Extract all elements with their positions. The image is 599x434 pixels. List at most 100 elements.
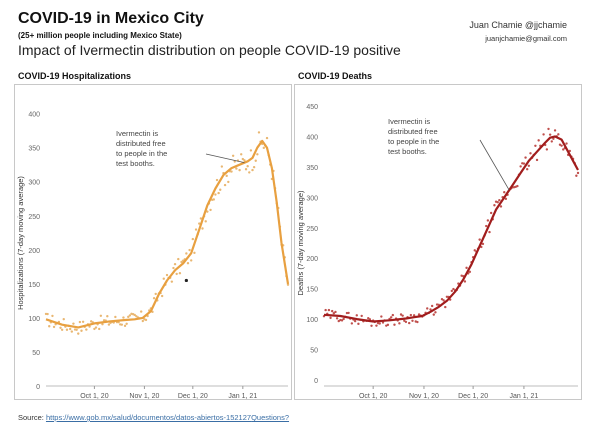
- questions-link[interactable]: Questions?: [251, 413, 290, 422]
- source-link[interactable]: https://www.gob.mx/salud/documentos/dato…: [45, 413, 252, 422]
- daily-point: [529, 152, 532, 155]
- impact-heading: Impact of Ivermectin distribution on peo…: [18, 42, 401, 58]
- daily-point: [198, 222, 201, 225]
- daily-point: [125, 322, 128, 325]
- moving-average-line: [323, 135, 579, 323]
- hospitalizations-chart: 0 50 100 150 200 250 300 350 400 Oct 1, 20 Nov 1, …: [14, 84, 292, 400]
- daily-point: [252, 165, 256, 169]
- daily-point: [562, 148, 565, 151]
- daily-point: [542, 133, 545, 136]
- daily-point: [122, 316, 125, 319]
- daily-point: [186, 262, 190, 265]
- daily-point: [350, 322, 354, 325]
- daily-point: [72, 322, 75, 325]
- daily-point: [489, 211, 493, 215]
- y-tick-label: 450: [306, 104, 318, 111]
- y-axis-label: Deaths (7-day moving average): [296, 190, 305, 296]
- daily-point: [160, 294, 164, 298]
- daily-point: [243, 159, 246, 162]
- daily-point: [225, 174, 228, 178]
- daily-point: [99, 314, 103, 317]
- daily-point: [52, 325, 56, 329]
- y-tick-label: 350: [306, 165, 318, 172]
- daily-point: [120, 323, 124, 326]
- daily-point: [46, 312, 49, 316]
- daily-point: [141, 319, 144, 323]
- daily-point: [442, 299, 445, 302]
- daily-point: [244, 168, 248, 171]
- daily-point: [499, 205, 503, 208]
- daily-point: [444, 305, 447, 309]
- daily-point: [62, 317, 65, 321]
- annotation-arrow: [205, 153, 245, 164]
- annotation-line: test booths.: [116, 159, 155, 168]
- y-tick-label: 200: [28, 248, 40, 255]
- page-subtitle: (25+ million people including Mexico Sta…: [18, 31, 182, 40]
- y-tick-label: 100: [306, 317, 318, 324]
- y-tick-label: 350: [28, 146, 40, 153]
- daily-point: [327, 308, 331, 312]
- annotation-text: Ivermectin is distributed free to people i…: [116, 129, 167, 168]
- daily-point: [432, 313, 435, 316]
- daily-point: [175, 272, 178, 276]
- daily-point: [106, 315, 109, 318]
- daily-point: [80, 329, 83, 332]
- x-tick-label: Jan 1, 21: [228, 393, 257, 400]
- daily-point: [127, 315, 130, 319]
- daily-point: [493, 204, 496, 207]
- daily-point: [548, 133, 552, 136]
- source-label: Source:: [18, 413, 44, 422]
- daily-point: [191, 237, 195, 241]
- daily-point: [485, 224, 488, 228]
- daily-point: [256, 153, 259, 156]
- daily-point: [230, 170, 233, 173]
- daily-point: [357, 322, 360, 326]
- y-tick-label: 50: [32, 350, 40, 357]
- author-block: Juan Chamie @jjchamie juanjchamie@gmail.…: [469, 20, 567, 43]
- daily-point: [201, 227, 204, 230]
- daily-point: [334, 310, 337, 314]
- daily-point: [162, 277, 165, 280]
- daily-point: [220, 165, 224, 168]
- daily-point: [537, 139, 540, 142]
- daily-point: [133, 313, 136, 317]
- daily-point: [329, 316, 332, 320]
- daily-point: [178, 272, 182, 275]
- daily-point: [188, 248, 191, 252]
- daily-point: [527, 164, 531, 168]
- daily-point: [398, 322, 401, 325]
- y-tick-label: 0: [314, 378, 318, 385]
- daily-point: [48, 325, 51, 328]
- daily-point: [355, 314, 358, 317]
- daily-point: [550, 140, 553, 143]
- daily-point: [553, 129, 557, 132]
- daily-point: [375, 324, 378, 327]
- daily-point: [227, 180, 230, 184]
- daily-point: [468, 270, 472, 274]
- daily-point: [478, 238, 481, 241]
- daily-point: [378, 322, 381, 325]
- daily-point: [412, 314, 416, 317]
- daily-point: [347, 311, 350, 315]
- y-tick-label: 0: [36, 384, 40, 391]
- daily-point: [254, 159, 257, 162]
- daily-point: [411, 319, 414, 322]
- y-tick-label: 250: [28, 214, 40, 221]
- daily-point: [209, 208, 212, 212]
- annotation-line: test booths.: [388, 147, 427, 156]
- daily-point: [144, 318, 148, 322]
- daily-point: [360, 314, 363, 318]
- daily-point: [123, 324, 127, 328]
- daily-point: [342, 317, 345, 321]
- daily-point: [463, 280, 467, 283]
- daily-point: [370, 324, 373, 327]
- daily-point: [524, 156, 527, 159]
- daily-point: [353, 319, 357, 323]
- daily-point: [486, 219, 490, 222]
- source-line: Source: https://www.gob.mx/salud/documen…: [18, 413, 289, 422]
- x-tick-label: Jan 1, 21: [510, 393, 539, 400]
- daily-point: [240, 153, 243, 156]
- daily-point: [286, 283, 290, 286]
- daily-point: [193, 251, 196, 255]
- daily-point: [547, 127, 550, 131]
